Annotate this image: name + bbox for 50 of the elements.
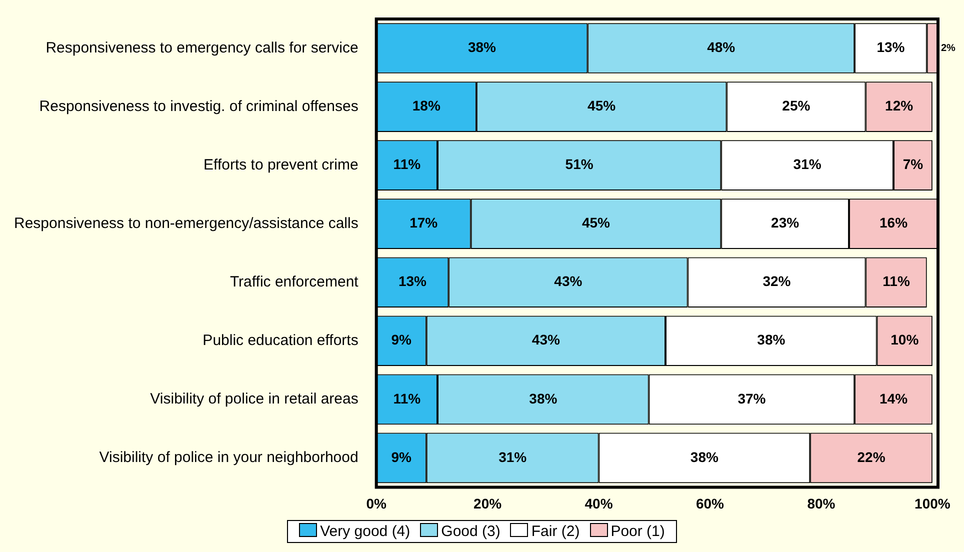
- y-tick-label: Responsiveness to non-emergency/assistance calls: [14, 214, 358, 232]
- data-label: 12%: [885, 98, 914, 114]
- legend-label: Very good (4): [320, 523, 410, 540]
- data-label: 37%: [738, 390, 766, 406]
- data-label: 7%: [902, 156, 924, 172]
- data-label: 10%: [890, 332, 920, 348]
- data-label: 31%: [793, 156, 822, 172]
- x-tick-label: 40%: [584, 495, 614, 512]
- data-label: 23%: [771, 214, 800, 231]
- y-tick-label: Traffic enforcement: [230, 274, 360, 291]
- data-label: 17%: [410, 214, 438, 231]
- data-label: 13%: [398, 273, 428, 290]
- data-label: 43%: [554, 273, 583, 290]
- y-tick-label: Responsiveness to investig. of criminal offenses: [39, 98, 358, 115]
- data-label: 38%: [690, 448, 719, 465]
- x-tick-label: 60%: [696, 495, 725, 512]
- data-label: 11%: [393, 390, 422, 406]
- legend-label: Poor (1): [610, 523, 665, 540]
- data-label: 11%: [882, 273, 910, 290]
- data-label: 9%: [391, 448, 412, 465]
- data-label: 25%: [782, 98, 811, 114]
- data-label: 22%: [857, 448, 886, 465]
- x-tick-label: 0%: [366, 495, 388, 512]
- data-label: 48%: [707, 39, 736, 56]
- y-tick-label: Responsiveness to emergency calls for service: [46, 39, 358, 56]
- y-tick-label: Visibility of police in retail areas: [150, 390, 358, 408]
- data-label: 32%: [762, 273, 792, 290]
- data-label: 16%: [879, 214, 908, 231]
- legend-label: Fair (2): [531, 523, 580, 540]
- data-label: 2%: [941, 43, 956, 54]
- x-tick-label: 20%: [474, 495, 502, 512]
- data-label: 11%: [393, 156, 422, 172]
- y-tick-label: Efforts to prevent crime: [204, 156, 358, 174]
- data-label: 38%: [468, 39, 497, 56]
- data-label: 31%: [498, 448, 528, 465]
- data-label: 45%: [588, 98, 616, 114]
- data-label: 43%: [532, 332, 561, 348]
- data-label: 51%: [565, 156, 594, 172]
- y-tick-label: Public education efforts: [202, 332, 358, 350]
- data-label: 9%: [391, 332, 412, 348]
- x-tick-label: 80%: [807, 495, 836, 512]
- data-label: 14%: [879, 390, 908, 406]
- x-tick-label: 100%: [914, 495, 951, 512]
- data-label: 38%: [757, 332, 786, 348]
- text: Good (3): [441, 523, 500, 540]
- data-label: 18%: [412, 98, 441, 114]
- y-tick-label: Visibility of police in your neighborhood: [99, 449, 358, 466]
- data-label: 45%: [582, 214, 611, 231]
- data-label: 38%: [529, 390, 558, 406]
- data-label: 13%: [876, 39, 906, 56]
